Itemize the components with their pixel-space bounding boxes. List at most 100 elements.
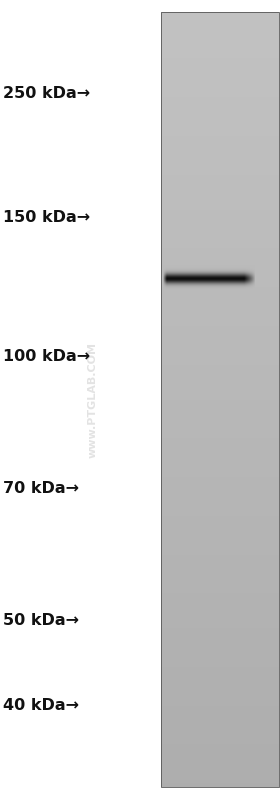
Bar <box>161 190 279 194</box>
Bar <box>161 640 279 644</box>
Bar <box>161 105 279 109</box>
Bar <box>161 268 279 272</box>
Bar <box>161 58 279 62</box>
Bar <box>161 620 279 624</box>
Text: www.PTGLAB.COM: www.PTGLAB.COM <box>87 341 97 458</box>
Bar <box>161 54 279 58</box>
Bar <box>161 686 279 690</box>
Bar <box>161 760 279 764</box>
Bar <box>161 779 279 783</box>
Bar <box>161 209 279 213</box>
Bar <box>161 221 279 225</box>
Bar <box>161 16 279 20</box>
Bar <box>161 454 279 458</box>
Bar <box>161 574 279 578</box>
Bar <box>161 559 279 562</box>
Bar <box>161 74 279 78</box>
Bar <box>161 431 279 435</box>
Bar <box>161 272 279 276</box>
Bar <box>161 229 279 233</box>
Bar <box>161 376 279 380</box>
Bar <box>161 125 279 128</box>
Bar <box>161 117 279 121</box>
Bar <box>161 539 279 543</box>
Bar <box>161 337 279 341</box>
Bar <box>161 714 279 718</box>
Bar <box>161 121 279 125</box>
Bar <box>161 24 279 27</box>
Bar <box>161 613 279 617</box>
Bar <box>161 233 279 237</box>
Bar <box>161 186 279 190</box>
Bar <box>161 407 279 411</box>
Bar <box>161 202 279 205</box>
Text: 70 kDa→: 70 kDa→ <box>3 481 79 496</box>
Bar <box>161 477 279 481</box>
Bar <box>161 163 279 167</box>
Bar <box>161 225 279 229</box>
Bar <box>161 152 279 155</box>
Bar <box>161 427 279 431</box>
Bar <box>161 555 279 559</box>
Bar <box>161 438 279 442</box>
Bar <box>161 570 279 574</box>
Bar <box>161 244 279 248</box>
Bar <box>161 519 279 523</box>
Bar <box>161 702 279 706</box>
Bar <box>161 663 279 667</box>
Bar <box>161 450 279 454</box>
Bar <box>161 341 279 345</box>
Bar <box>161 473 279 477</box>
Bar <box>161 248 279 252</box>
Bar <box>161 651 279 655</box>
Bar <box>161 334 279 337</box>
Bar <box>161 523 279 527</box>
Bar <box>161 349 279 353</box>
Bar <box>161 144 279 148</box>
Bar <box>161 20 279 24</box>
Text: 40 kDa→: 40 kDa→ <box>3 698 79 714</box>
Bar <box>161 314 279 318</box>
Bar <box>161 582 279 586</box>
Bar <box>161 97 279 101</box>
Bar <box>161 27 279 31</box>
Bar <box>161 415 279 419</box>
Bar <box>161 260 279 264</box>
Bar <box>161 764 279 768</box>
Bar <box>161 252 279 256</box>
Bar <box>161 485 279 489</box>
Bar <box>161 396 279 400</box>
Bar <box>161 551 279 555</box>
Bar <box>161 590 279 593</box>
Bar <box>161 78 279 81</box>
Bar <box>161 698 279 702</box>
Bar <box>161 364 279 368</box>
Bar <box>161 159 279 163</box>
Bar <box>161 543 279 547</box>
Bar <box>161 411 279 415</box>
Bar <box>161 113 279 117</box>
Bar <box>161 527 279 531</box>
Bar <box>161 752 279 756</box>
Bar <box>161 725 279 729</box>
Text: 150 kDa→: 150 kDa→ <box>3 210 90 225</box>
Bar <box>161 206 279 209</box>
Bar <box>161 423 279 427</box>
Bar <box>161 380 279 384</box>
Bar <box>161 237 279 240</box>
Bar <box>161 745 279 748</box>
Bar <box>161 372 279 376</box>
Bar <box>161 678 279 682</box>
Bar <box>161 12 279 16</box>
Bar <box>161 674 279 678</box>
Bar <box>161 171 279 175</box>
Bar <box>161 535 279 539</box>
Bar <box>161 388 279 392</box>
Bar <box>161 578 279 582</box>
Bar <box>161 287 279 291</box>
Bar <box>161 256 279 260</box>
Bar <box>161 632 279 636</box>
Bar <box>161 469 279 473</box>
Bar <box>161 419 279 423</box>
Bar <box>161 729 279 733</box>
